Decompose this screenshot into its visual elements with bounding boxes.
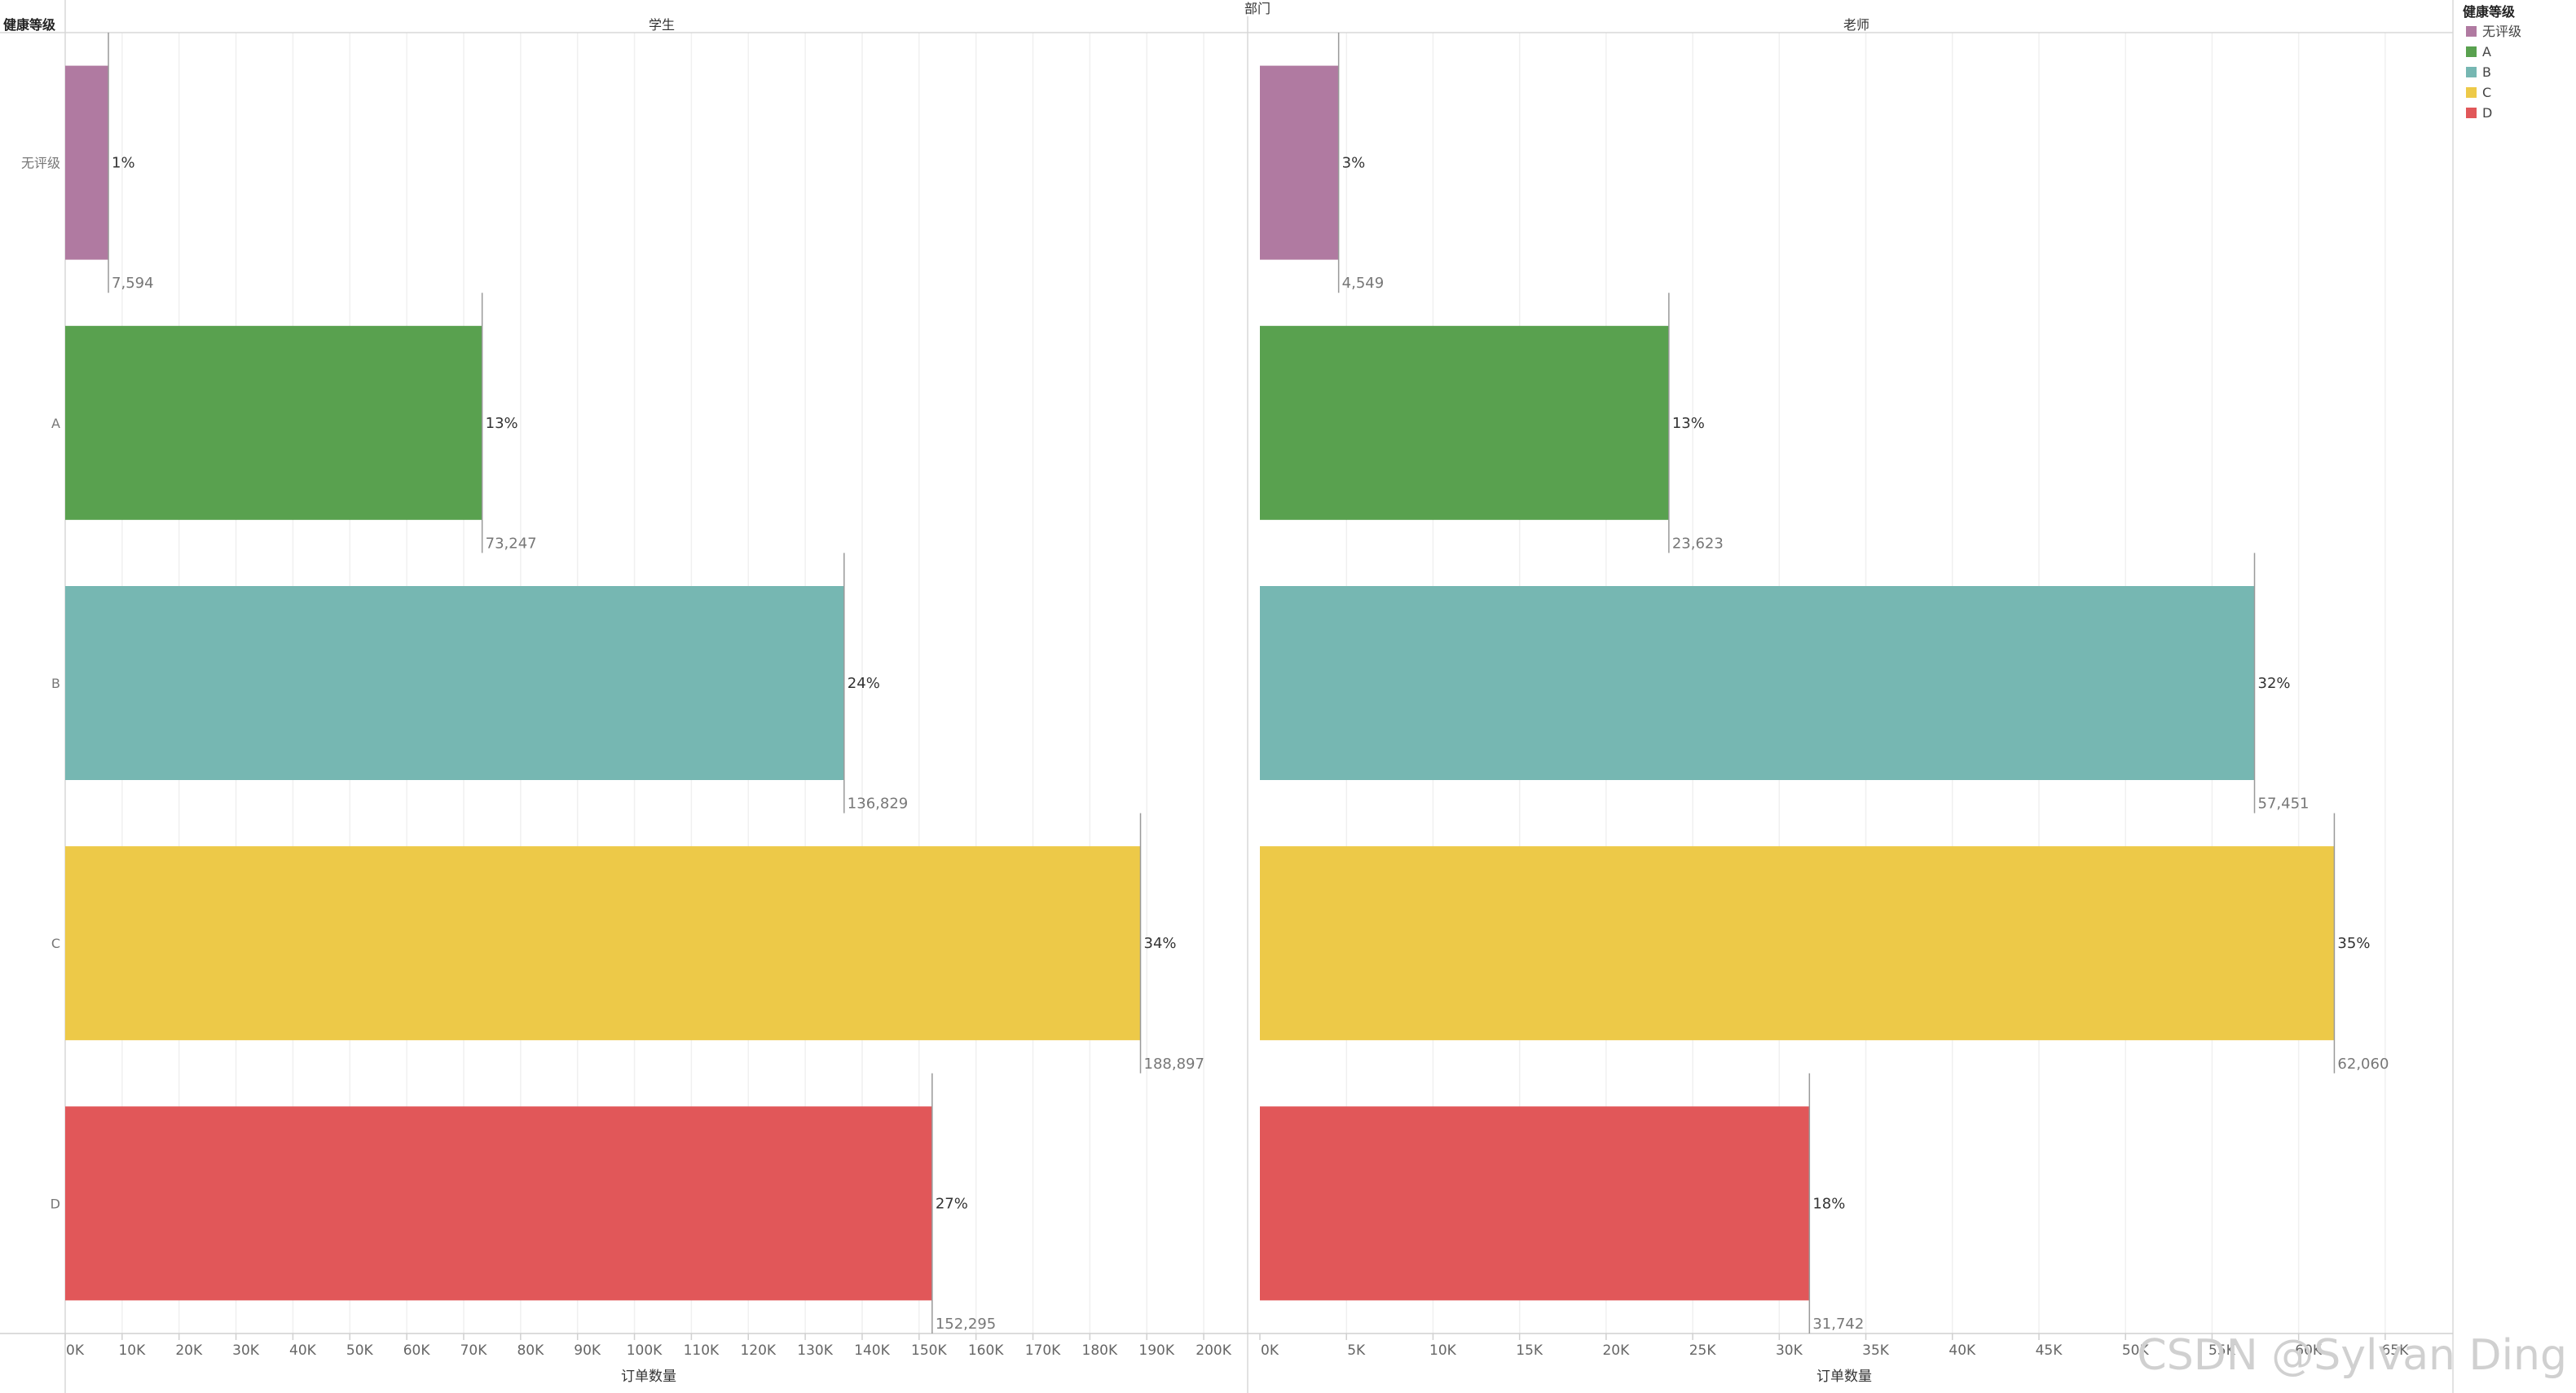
x-tick-label: 30K — [232, 1342, 260, 1359]
x-tick-label: 80K — [517, 1342, 544, 1359]
x-axes: 0K 10K 20K 30K 40K 50K 60K 70K 80K 90K 100K 110K 120… — [64, 1333, 2409, 1385]
legend-label: B — [2482, 64, 2491, 80]
x-tick-label: 170K — [1025, 1342, 1061, 1359]
x-tick-label: 200K — [1196, 1342, 1231, 1359]
value-label: 152,295 — [936, 1316, 996, 1333]
x-tick-label: 40K — [289, 1342, 317, 1359]
watermark: CSDN @Sylvan Ding — [2137, 1331, 2567, 1380]
bar — [1260, 846, 2335, 1041]
percent-label: 34% — [1144, 935, 1177, 952]
x-tick-label: 25K — [1689, 1342, 1717, 1359]
value-label: 188,897 — [1144, 1056, 1204, 1073]
x-tick-label: 190K — [1138, 1342, 1174, 1359]
x-tick-label: 20K — [175, 1342, 203, 1359]
category-label: D — [51, 1196, 60, 1211]
category-labels: 无评级 A B C D — [21, 156, 60, 1212]
value-label: 62,060 — [2337, 1056, 2389, 1073]
legend-swatch — [2466, 26, 2477, 37]
bars — [65, 33, 2336, 1333]
x-tick-label: 15K — [1516, 1342, 1543, 1359]
bar — [65, 846, 1141, 1041]
percent-label: 13% — [1672, 415, 1705, 432]
value-label: 73,247 — [486, 535, 537, 552]
percent-label: 13% — [486, 415, 518, 432]
x-tick-label: 180K — [1082, 1342, 1118, 1359]
legend-swatch — [2466, 108, 2477, 118]
x-tick-label: 55K — [2208, 1342, 2236, 1359]
percent-label: 24% — [848, 675, 880, 692]
value-label: 136,829 — [848, 796, 908, 813]
x-tick-label: 90K — [574, 1342, 601, 1359]
x-tick-label: 110K — [684, 1342, 720, 1359]
value-label: 7,594 — [112, 275, 154, 292]
category-label: 无评级 — [21, 156, 60, 171]
x-tick-label: 140K — [854, 1342, 890, 1359]
legend-label: A — [2482, 44, 2491, 60]
value-label: 57,451 — [2258, 796, 2310, 813]
x-tick-label: 100K — [627, 1342, 663, 1359]
x-tick-label: 65K — [2381, 1342, 2409, 1359]
x-tick-label: 160K — [968, 1342, 1004, 1359]
bar — [65, 586, 844, 780]
category-label: A — [51, 416, 60, 431]
bar — [65, 325, 482, 520]
panel-header-teachers: 老师 — [1843, 17, 1869, 33]
row-dimension-title: 健康等级 — [3, 17, 56, 33]
x-axis-title: 订单数量 — [1816, 1369, 1872, 1385]
category-label: B — [51, 676, 60, 691]
percent-label: 18% — [1812, 1195, 1845, 1212]
value-label: 4,549 — [1342, 275, 1385, 292]
x-tick-label: 10K — [1429, 1342, 1457, 1359]
column-dimension-title: 部门 — [1244, 1, 1270, 16]
x-tick-label: 150K — [911, 1342, 947, 1359]
x-tick-label: 120K — [740, 1342, 776, 1359]
percent-label: 35% — [2337, 935, 2370, 952]
value-label: 31,742 — [1812, 1316, 1864, 1333]
x-tick-label: 70K — [460, 1342, 488, 1359]
header-area: 部门 健康等级 学生 老师 — [3, 1, 1869, 33]
percent-label: 1% — [112, 155, 135, 172]
percent-label: 3% — [1342, 155, 1366, 172]
legend-label: C — [2482, 85, 2491, 100]
bar — [1260, 65, 1339, 260]
x-tick-label: 50K — [2122, 1342, 2150, 1359]
bar — [1260, 325, 1669, 520]
legend-label: D — [2482, 105, 2492, 121]
x-tick-label: 60K — [2295, 1342, 2323, 1359]
category-label: C — [51, 936, 60, 951]
x-tick-label: 45K — [2036, 1342, 2063, 1359]
bar — [65, 1106, 932, 1301]
legend-swatch — [2466, 87, 2477, 98]
x-axis-title: 订单数量 — [621, 1369, 676, 1385]
x-tick-label: 30K — [1776, 1342, 1803, 1359]
value-label: 23,623 — [1672, 535, 1724, 552]
percent-label: 32% — [2258, 675, 2291, 692]
legend-label: 无评级 — [2482, 24, 2521, 39]
x-tick-label: 35K — [1862, 1342, 1890, 1359]
x-tick-label: 0K — [1261, 1342, 1279, 1359]
data-labels: 1% 7,594 13% 73,247 24% 136,829 34% 188,897 27% 1… — [112, 155, 2389, 1333]
x-tick-label: 50K — [346, 1342, 374, 1359]
x-tick-label: 20K — [1602, 1342, 1630, 1359]
bar — [1260, 1106, 1810, 1301]
legend-swatch — [2466, 46, 2477, 57]
x-tick-label: 0K — [66, 1342, 85, 1359]
x-tick-label: 40K — [1949, 1342, 1976, 1359]
x-tick-label: 60K — [403, 1342, 431, 1359]
bar — [1260, 586, 2255, 780]
x-tick-label: 10K — [118, 1342, 146, 1359]
legend-title: 健康等级 — [2463, 4, 2516, 20]
x-tick-label: 130K — [797, 1342, 833, 1359]
x-tick-label: 5K — [1347, 1342, 1366, 1359]
bar — [65, 65, 109, 260]
percent-label: 27% — [936, 1195, 968, 1212]
panel-header-students: 学生 — [649, 17, 675, 33]
legend-swatch — [2466, 67, 2477, 77]
